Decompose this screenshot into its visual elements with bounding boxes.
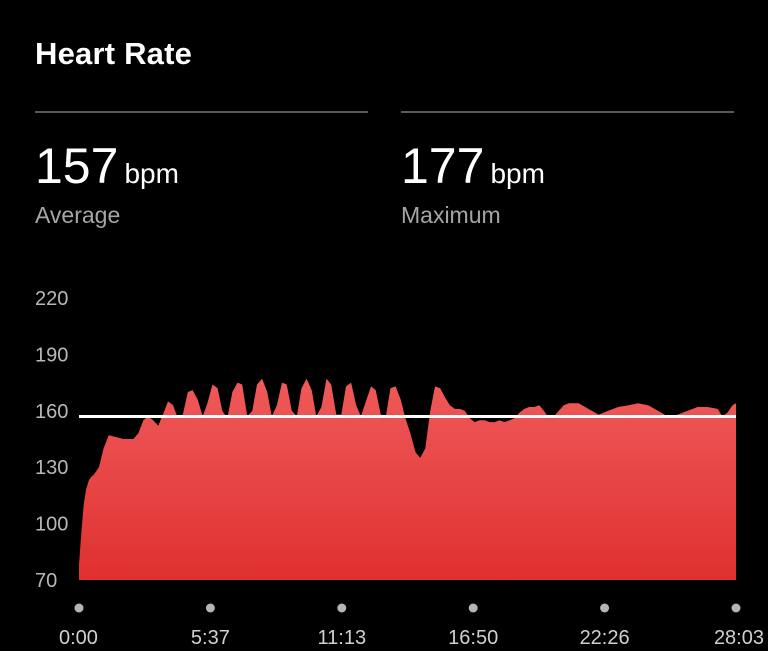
- divider-right: [401, 111, 734, 113]
- x-tick-label: 16:50: [448, 627, 498, 649]
- x-tick-dot: [600, 603, 610, 613]
- x-tick-dot: [468, 603, 478, 613]
- x-tick-label: 11:13: [318, 627, 367, 649]
- stat-average-label: Average: [35, 202, 121, 228]
- x-tick-label: 5:37: [191, 627, 230, 649]
- x-tick-label: 0:00: [59, 627, 98, 649]
- stat-average: 157 bpm Average: [35, 140, 179, 229]
- x-tick-dot: [337, 603, 347, 613]
- stat-average-unit: bpm: [124, 158, 179, 189]
- y-tick-label: 70: [35, 570, 57, 592]
- x-tick-label: 22:26: [580, 627, 630, 649]
- divider-left: [35, 111, 368, 113]
- y-tick-label: 100: [35, 514, 68, 536]
- y-tick-label: 190: [35, 344, 68, 366]
- heart-rate-area: [79, 378, 736, 580]
- stat-maximum-unit: bpm: [490, 158, 545, 189]
- x-tick-label: 28:03: [714, 627, 764, 649]
- x-tick-dot: [731, 603, 741, 613]
- page-title: Heart Rate: [35, 36, 193, 71]
- stat-average-value: 157: [35, 138, 119, 194]
- x-tick-dot: [205, 603, 215, 613]
- x-tick-dot: [74, 603, 84, 613]
- stat-maximum-value: 177: [401, 138, 485, 194]
- stat-maximum-label: Maximum: [401, 202, 501, 228]
- stat-maximum: 177 bpm Maximum: [401, 140, 545, 229]
- y-tick-label: 130: [35, 457, 68, 479]
- y-tick-label: 220: [35, 288, 68, 310]
- y-tick-label: 160: [35, 401, 68, 423]
